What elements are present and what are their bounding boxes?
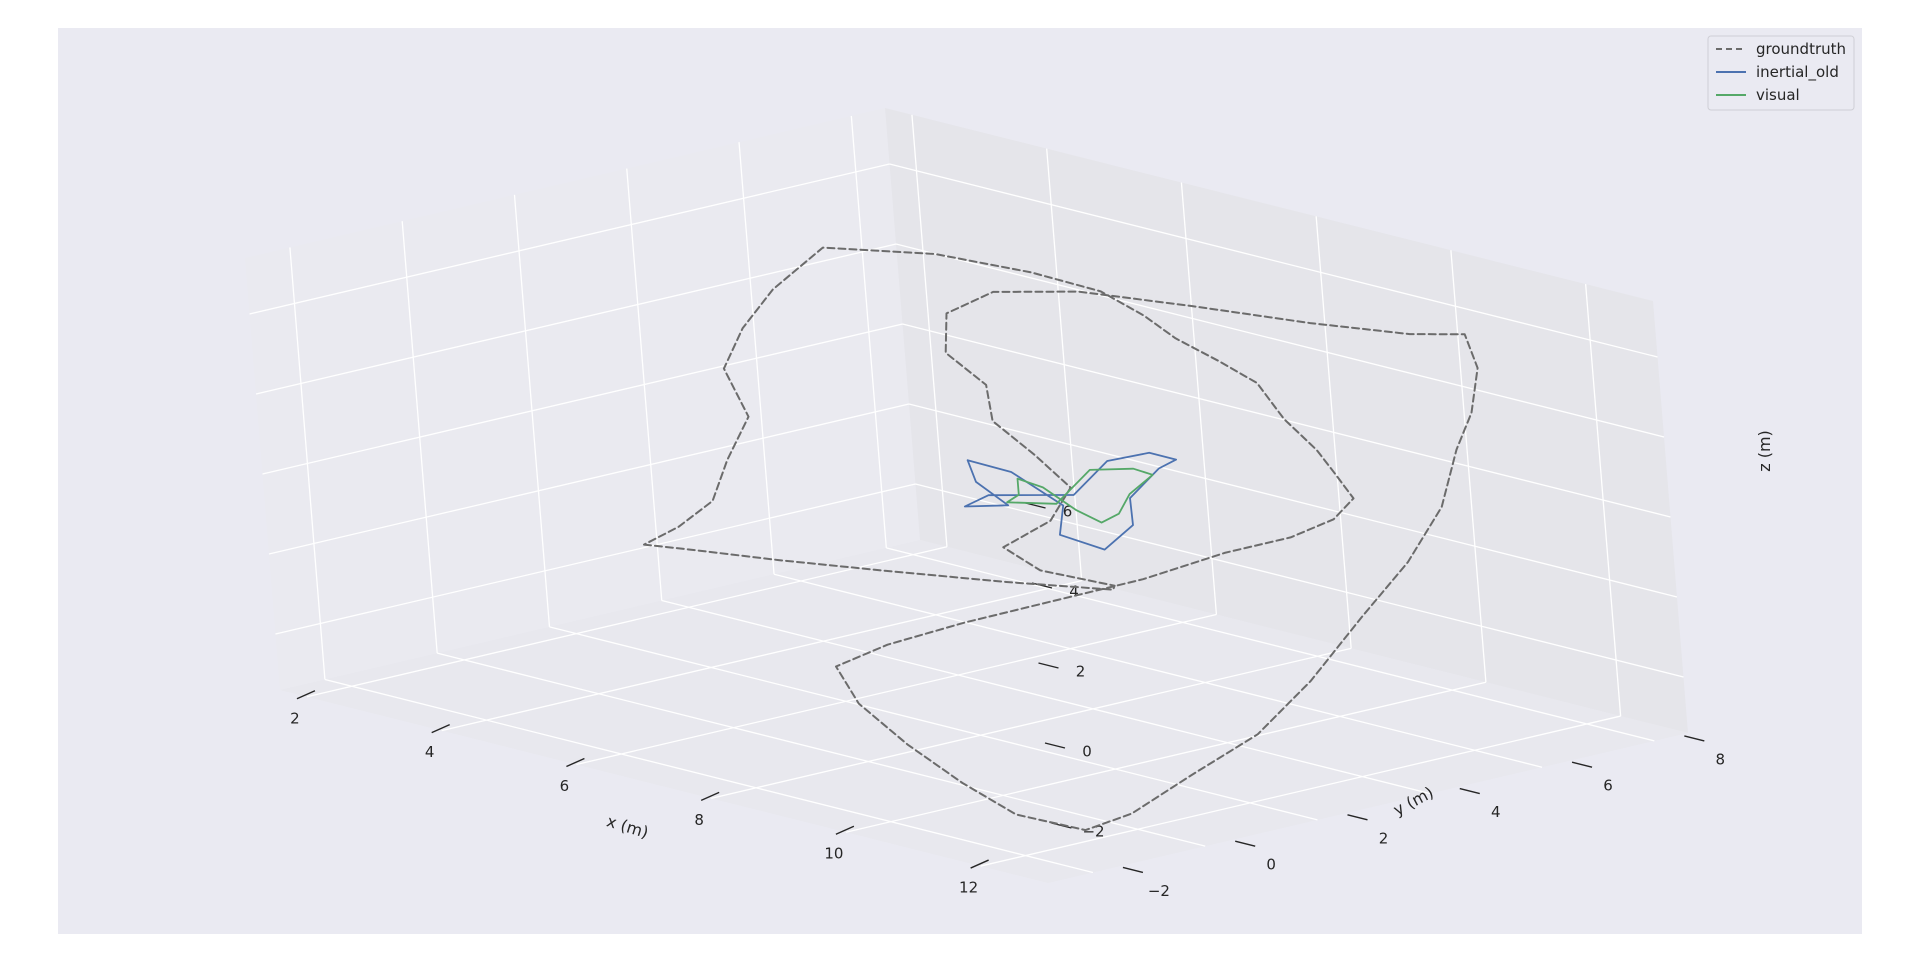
y-tick-label: −2 [1148, 882, 1170, 900]
axis-ticks: 2 4 6 8 10 12 −2 0 2 4 6 8 −2 0 2 4 6 [290, 502, 1726, 900]
y-grid-line-floor [661, 599, 1430, 795]
x-tick-label: 2 [290, 709, 300, 727]
x-tick-mark [700, 791, 720, 801]
y-tick-label: 6 [1603, 777, 1613, 795]
y-tick-label: 8 [1716, 750, 1726, 768]
x-tick-label: 8 [694, 811, 704, 829]
y-tick-mark [1347, 814, 1368, 821]
series-line-groundtruth [643, 246, 1479, 832]
y-grid-line-floor [886, 547, 1655, 742]
x-grid-line-floor [711, 647, 1352, 799]
y-tick-mark [1571, 761, 1593, 768]
x-tick-label: 10 [824, 845, 843, 863]
y-tick-mark [1122, 866, 1144, 874]
z-tick-label: 4 [1069, 583, 1079, 601]
x-tick-mark [431, 723, 450, 734]
y-tick-label: 2 [1379, 829, 1389, 847]
x-grid-line-floor [441, 579, 1082, 732]
y-tick-label: 0 [1266, 856, 1276, 874]
z-tick-mark [1038, 662, 1059, 669]
z-tick-mark [1044, 742, 1066, 749]
legend: groundtruth inertial_old visual [1707, 35, 1855, 111]
x-grid-line-floor [576, 613, 1217, 766]
x-tick-mark [296, 690, 316, 700]
z-grid-line-back [889, 163, 1658, 358]
x-tick-mark [566, 757, 585, 768]
z-grid-line-left [255, 243, 897, 395]
legend-label-groundtruth: groundtruth [1756, 40, 1846, 58]
x-tick-mark [970, 859, 989, 869]
x-grid-line-floor [306, 546, 948, 698]
x-grid-line-floor [980, 715, 1621, 867]
z-tick-label: 2 [1076, 663, 1086, 681]
x-tick-label: 6 [560, 777, 570, 795]
y-grid-line-floor [549, 626, 1318, 821]
x-tick-mark [835, 825, 855, 835]
z-axis-label: z (m) [1755, 430, 1774, 472]
z-grid-line-back [915, 483, 1684, 678]
legend-label-inertial-old: inertial_old [1756, 63, 1839, 82]
y-grid-line-floor [324, 678, 1094, 874]
legend-frame [1707, 35, 1855, 111]
legend-label-visual: visual [1756, 86, 1800, 104]
z-grid-line-back [908, 403, 1678, 598]
z-grid-line-back [895, 243, 1665, 438]
x-tick-label: 12 [959, 879, 978, 897]
trajectory-series [643, 246, 1479, 832]
y-tick-mark [1235, 840, 1256, 847]
z-grid-line-left [262, 323, 903, 475]
y-tick-mark [1684, 735, 1705, 742]
y-grid-line-floor [437, 652, 1206, 847]
z-tick-label: −2 [1082, 823, 1104, 841]
y-tick-label: 4 [1491, 803, 1501, 821]
z-tick-label: 6 [1063, 503, 1073, 521]
z-grid-line-left [275, 483, 916, 635]
z-grid-line-left [268, 403, 910, 555]
z-grid-line-left [249, 163, 890, 315]
series-line-visual [1006, 467, 1154, 524]
series-line-inertial-old [963, 451, 1177, 551]
grid-lines [249, 114, 1684, 874]
y-grid-line-floor [773, 573, 1543, 768]
y-tick-mark [1459, 787, 1480, 795]
floor-pane [280, 540, 1688, 883]
z-tick-label: 0 [1082, 743, 1092, 761]
x-tick-label: 4 [425, 743, 435, 761]
x-grid-line-floor [845, 681, 1487, 833]
